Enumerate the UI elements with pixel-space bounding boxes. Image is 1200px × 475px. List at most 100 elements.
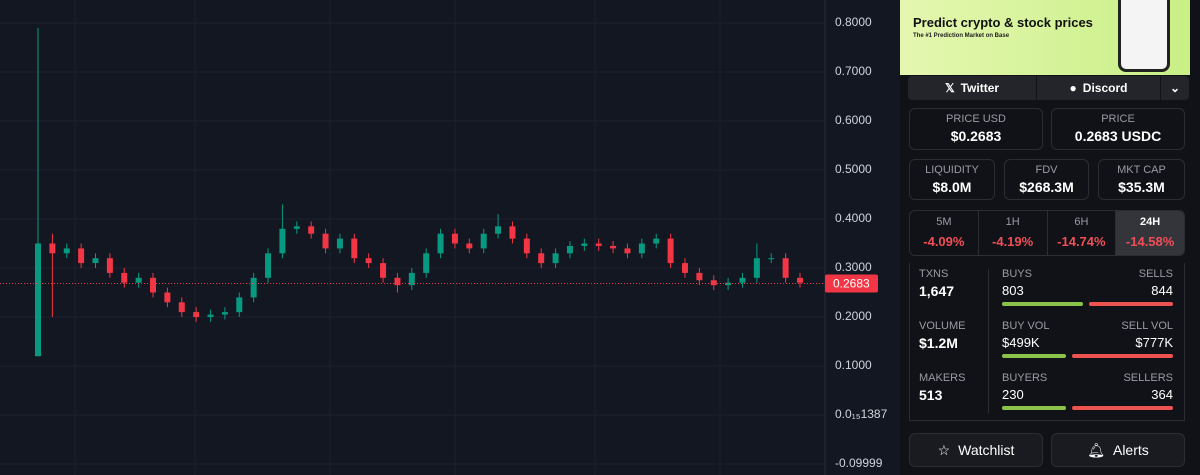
candle-body [49,243,56,254]
candle-body [509,226,516,239]
stat-value: 1,647 [919,283,955,299]
change-tabs: 5M -4.09% 1H -4.19% 6H -14.74% 24H -14.58% [909,210,1185,256]
change-tab[interactable]: 5M -4.09% [910,211,979,255]
change-tab[interactable]: 6H -14.74% [1048,211,1117,255]
stats-box [909,263,1185,421]
candle-body [394,277,401,286]
last-price-label: 0.2683 [833,277,870,291]
ratio-bar [1002,354,1173,358]
candle-body [351,238,358,259]
sell-bar [1072,406,1173,410]
ratio-bar [1002,406,1173,410]
divider [988,269,989,413]
stat-left-label: BUYERS [1002,372,1048,384]
candle-body [293,226,300,229]
candle-body [236,297,243,313]
candle-body [121,272,128,283]
stat-left-value: 803 [1002,283,1024,298]
candle-body [63,248,70,254]
stat-label: TXNS [919,268,949,280]
stat-right-label: SELL VOL [1121,320,1173,332]
stat-left-value: $499K [1002,335,1040,350]
banner-title: Predict crypto & stock prices [913,15,1093,30]
card-value: $8.0M [932,179,972,195]
card-label: PRICE USD [946,113,1006,125]
sell-bar [1072,354,1173,358]
candle-body [495,226,502,234]
watchlist-button[interactable]: ☆ Watchlist [909,433,1043,467]
candle-body [336,238,343,249]
candle-body [667,238,674,264]
change-tab-active[interactable]: 24H -14.58% [1116,211,1184,255]
candle-body [595,243,602,246]
stat-left-label: BUY VOL [1002,320,1050,332]
tab-label: 1H [1005,216,1020,228]
candle-body [308,226,315,234]
candle-body [782,258,789,278]
candle-body [106,258,113,273]
card-label: PRICE [1101,113,1135,125]
tab-label: 24H [1140,216,1161,228]
y-tick-label: 0.2000 [835,309,872,323]
y-tick-label: 0.3000 [835,260,872,274]
sell-bar [1089,302,1173,306]
candle-body [638,243,645,254]
candle-body [753,258,760,278]
candle-body [164,292,171,303]
twitter-button[interactable]: 𝕏 Twitter [908,76,1036,100]
ratio-bar [1002,302,1173,306]
candle-body [193,312,200,318]
chart-bg [0,0,900,475]
time-grid [74,0,721,475]
y-tick-label: 0.5000 [835,162,872,176]
candle-body [135,277,142,283]
candle-body [279,228,286,254]
last-price-box [825,274,878,293]
candle-body [610,245,617,249]
card-value: $268.3M [1019,179,1074,195]
candle-body [178,302,185,313]
tab-value: -14.58% [1125,234,1175,249]
ad-banner[interactable]: Predict crypto & stock prices The #1 Pre… [900,0,1190,75]
tab-label: 6H [1074,216,1089,228]
card-value: $0.2683 [950,128,1002,144]
discord-label: Discord [1082,81,1128,95]
candle-body [566,245,573,254]
stat-right-value: 844 [1151,283,1173,298]
buy-bar [1002,406,1066,410]
card-label: LIQUIDITY [925,164,979,176]
price-chart: 0.8000 0.7000 0.6000 0.5000 0.4000 0.3000 0.20… [0,0,900,475]
price-usd-card: PRICE USD $0.2683 [909,108,1043,150]
y-tick-label: 0.8000 [835,15,872,29]
stat-value: 513 [919,387,943,403]
candle-body [739,277,746,283]
stat-label: VOLUME [919,320,966,332]
y-tick-label: 0.1000 [835,358,872,372]
candle-body [523,238,530,254]
discord-button[interactable]: ● Discord [1037,76,1160,100]
alerts-button[interactable]: 🔔︎ Alerts [1051,433,1185,467]
candle-body [265,253,272,278]
side-panel: Predict crypto & stock prices The #1 Pre… [900,0,1200,475]
y-tick-label: -0.09999 [835,456,883,470]
stat-value: $1.2M [919,335,958,351]
candle-body [451,233,458,244]
candle-body [710,280,717,286]
candle-body [466,243,473,249]
candle-body [221,312,228,315]
metric-card: FDV $268.3M [1004,159,1089,200]
change-tab[interactable]: 1H -4.19% [979,211,1048,255]
candle-body [581,243,588,246]
y-tick-label: 0.4000 [835,211,872,225]
candle-body [681,263,688,273]
candle-body [768,258,775,260]
candle-body [78,248,85,264]
candle-body [624,248,631,254]
candle-body [538,253,545,264]
candle-body [797,277,803,283]
more-button[interactable]: ⌄ [1161,76,1189,100]
candle-body [423,253,430,273]
tab-value: -4.09% [923,234,965,249]
card-value: 0.2683 USDC [1074,128,1162,144]
